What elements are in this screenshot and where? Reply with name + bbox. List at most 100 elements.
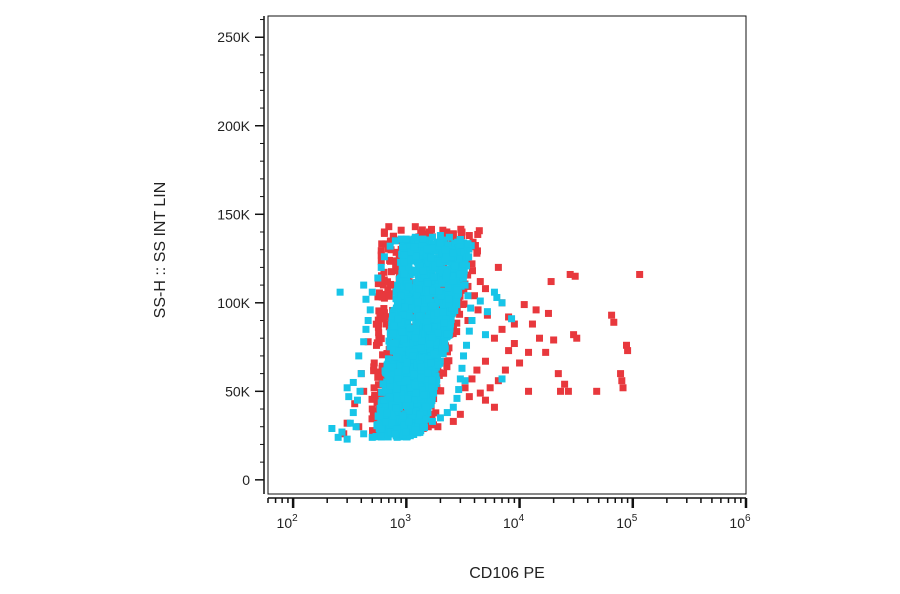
- data-point: [379, 281, 387, 289]
- data-point: [356, 387, 364, 395]
- y-tick-label: 250K: [217, 29, 250, 45]
- data-point: [410, 396, 418, 404]
- data-point: [449, 417, 457, 425]
- data-point: [442, 273, 450, 281]
- data-point: [431, 261, 439, 269]
- data-point: [413, 338, 421, 346]
- data-point: [483, 308, 491, 316]
- data-point: [483, 311, 491, 319]
- data-point: [564, 387, 572, 395]
- data-point: [396, 279, 404, 287]
- data-point: [464, 317, 472, 325]
- data-point: [423, 250, 431, 258]
- data-point: [368, 405, 376, 413]
- data-point: [404, 395, 412, 403]
- data-point: [429, 299, 437, 307]
- data-point: [383, 409, 391, 417]
- y-tick-label: 200K: [217, 118, 250, 134]
- data-point: [494, 377, 502, 385]
- data-point: [357, 370, 365, 378]
- data-point: [399, 244, 407, 252]
- plot-frame: [267, 15, 747, 495]
- data-point: [393, 425, 401, 433]
- data-point: [468, 375, 476, 383]
- data-point: [397, 319, 405, 327]
- data-point: [418, 337, 426, 345]
- data-point: [390, 322, 398, 330]
- data-point: [399, 300, 407, 308]
- data-point: [465, 393, 473, 401]
- data-point: [383, 361, 391, 369]
- data-point: [392, 404, 400, 412]
- data-point: [373, 339, 381, 347]
- data-point: [379, 374, 387, 382]
- data-point: [388, 413, 396, 421]
- data-point: [410, 243, 418, 251]
- data-point: [434, 423, 442, 431]
- data-point: [440, 319, 448, 327]
- data-point: [465, 253, 473, 261]
- data-point: [430, 350, 438, 358]
- data-point: [457, 282, 465, 290]
- data-point: [461, 384, 469, 392]
- data-point: [474, 306, 482, 314]
- data-point: [571, 272, 579, 280]
- data-point: [468, 317, 476, 325]
- data-point: [392, 390, 400, 398]
- data-point: [394, 374, 402, 382]
- data-point: [619, 384, 627, 392]
- data-point: [532, 306, 540, 314]
- data-point: [376, 412, 384, 420]
- data-point: [455, 255, 463, 263]
- data-point: [400, 335, 408, 343]
- data-point: [417, 374, 425, 382]
- data-point: [378, 388, 386, 396]
- data-point: [405, 263, 413, 271]
- data-point: [424, 369, 432, 377]
- data-point: [395, 347, 403, 355]
- data-point: [438, 279, 446, 287]
- data-point: [445, 233, 453, 241]
- data-point: [441, 338, 449, 346]
- data-point: [409, 352, 417, 360]
- data-point: [419, 386, 427, 394]
- data-point: [349, 378, 357, 386]
- data-point: [380, 305, 388, 313]
- data-point: [394, 320, 402, 328]
- data-point: [434, 309, 442, 317]
- data-point: [550, 336, 558, 344]
- data-point: [414, 278, 422, 286]
- data-point: [401, 303, 409, 311]
- data-point: [455, 386, 463, 394]
- data-point: [636, 270, 644, 278]
- data-point: [436, 269, 444, 277]
- data-point: [435, 387, 443, 395]
- data-point: [382, 320, 390, 328]
- data-point: [554, 370, 562, 378]
- data-point: [374, 274, 382, 282]
- data-point: [431, 240, 439, 248]
- data-point: [436, 239, 444, 247]
- data-point: [624, 347, 632, 355]
- data-point: [380, 253, 388, 261]
- data-point: [406, 339, 414, 347]
- series-cyan: [328, 232, 516, 443]
- data-point: [475, 227, 483, 235]
- data-point: [443, 330, 451, 338]
- data-point: [424, 355, 432, 363]
- data-point: [428, 334, 436, 342]
- data-point: [405, 256, 413, 264]
- data-point: [384, 286, 392, 294]
- data-point: [406, 401, 414, 409]
- data-point: [366, 306, 374, 314]
- data-point: [360, 338, 368, 346]
- data-point: [451, 239, 459, 247]
- data-point: [428, 366, 436, 374]
- data-point: [392, 288, 400, 296]
- data-point: [416, 411, 424, 419]
- data-point: [436, 414, 444, 422]
- data-point: [400, 421, 408, 429]
- data-point: [404, 424, 412, 432]
- data-point: [481, 285, 489, 293]
